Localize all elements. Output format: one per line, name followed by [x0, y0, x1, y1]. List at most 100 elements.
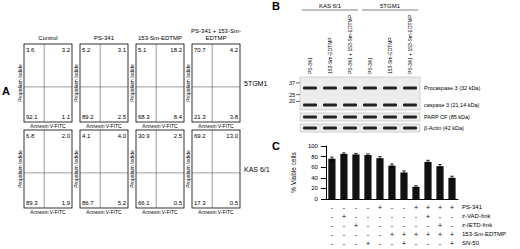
svg-text:caspase 3 (21,14 kDa): caspase 3 (21,14 kDa) [424, 102, 480, 108]
svg-text:Propidium Iodide: Propidium Iodide [129, 150, 135, 188]
svg-text:Annexin V-FITC: Annexin V-FITC [30, 209, 66, 215]
svg-text:-: - [379, 213, 382, 220]
svg-text:KAS 6/1: KAS 6/1 [244, 166, 270, 173]
svg-text:153-Sm-EDTMP: 153-Sm-EDTMP [327, 37, 333, 74]
svg-text:-: - [451, 222, 454, 229]
svg-text:-: - [439, 213, 442, 220]
svg-text:KAS 6/1: KAS 6/1 [319, 3, 342, 9]
svg-text:0.5: 0.5 [230, 200, 239, 206]
svg-text:3.2: 3.2 [62, 47, 71, 53]
svg-text:-: - [355, 240, 358, 247]
svg-text:Annexin V-FITC: Annexin V-FITC [142, 123, 178, 129]
svg-text:2.5: 2.5 [118, 114, 127, 120]
svg-text:1.9: 1.9 [62, 200, 71, 206]
svg-text:+: + [438, 222, 442, 229]
svg-text:% Viable cells: % Viable cells [290, 152, 297, 193]
svg-text:Propidium Iodide: Propidium Iodide [73, 150, 79, 188]
svg-text:-: - [355, 204, 358, 211]
svg-text:+: + [354, 222, 358, 229]
svg-text:100: 100 [308, 143, 319, 149]
svg-text:+: + [366, 240, 370, 247]
svg-text:Annexin V-FITC: Annexin V-FITC [86, 123, 122, 129]
svg-text:-: - [391, 213, 394, 220]
svg-text:86.7: 86.7 [82, 200, 94, 206]
svg-text:5.2: 5.2 [82, 47, 91, 53]
svg-text:-: - [355, 231, 358, 238]
svg-text:8.4: 8.4 [174, 114, 183, 120]
svg-text:-: - [391, 240, 394, 247]
svg-text:13.0: 13.0 [226, 133, 238, 139]
svg-text:PS-341 + 153-Sm-EDTMP: PS-341 + 153-Sm-EDTMP [347, 14, 353, 74]
svg-text:80: 80 [311, 154, 318, 160]
svg-text:PS-341: PS-341 [367, 57, 373, 74]
svg-text:Propidium Iodide: Propidium Iodide [185, 64, 191, 102]
svg-text:+: + [390, 231, 394, 238]
svg-text:-: - [403, 213, 406, 220]
svg-text:+: + [450, 204, 454, 211]
svg-text:Annexin V-FITC: Annexin V-FITC [30, 123, 66, 129]
svg-text:89.3: 89.3 [26, 200, 38, 206]
svg-text:+: + [342, 213, 346, 220]
svg-text:PARP CF (85 kDa): PARP CF (85 kDa) [424, 114, 470, 120]
svg-text:-: - [379, 240, 382, 247]
svg-text:153-Sm-EDTMP: 153-Sm-EDTMP [387, 37, 393, 74]
svg-text:25: 25 [289, 92, 295, 98]
svg-text:3.8: 3.8 [230, 114, 239, 120]
svg-text:+: + [450, 240, 454, 247]
svg-text:-: - [343, 204, 346, 211]
svg-text:69.2: 69.2 [194, 133, 206, 139]
svg-text:Annexin V-FITC: Annexin V-FITC [142, 209, 178, 215]
svg-text:30.9: 30.9 [138, 133, 150, 139]
svg-text:-: - [439, 240, 442, 247]
svg-text:+: + [438, 204, 442, 211]
svg-text:-: - [415, 222, 418, 229]
svg-text:-: - [379, 231, 382, 238]
svg-text:2.0: 2.0 [62, 133, 71, 139]
svg-text:+: + [426, 231, 430, 238]
svg-text:-: - [331, 222, 334, 229]
svg-text:68.3: 68.3 [138, 114, 150, 120]
svg-text:-: - [391, 222, 394, 229]
svg-text:+: + [414, 204, 418, 211]
svg-text:-: - [403, 222, 406, 229]
svg-text:+: + [438, 231, 442, 238]
svg-text:-: - [403, 204, 406, 211]
svg-text:-: - [331, 240, 334, 247]
svg-text:4.0: 4.0 [118, 133, 127, 139]
svg-text:A: A [2, 85, 10, 97]
svg-text:-: - [331, 231, 334, 238]
svg-text:0.5: 0.5 [174, 200, 183, 206]
svg-text:Annexin V-FITC: Annexin V-FITC [86, 209, 122, 215]
svg-text:-: - [367, 231, 370, 238]
svg-text:3.6: 3.6 [26, 47, 35, 53]
svg-text:20: 20 [289, 98, 295, 104]
svg-text:20: 20 [311, 185, 318, 191]
svg-text:+: + [378, 204, 382, 211]
svg-text:37: 37 [289, 80, 295, 86]
svg-text:-: - [379, 222, 382, 229]
svg-text:21.3: 21.3 [194, 114, 206, 120]
svg-text:β-Actin (42 kDa): β-Actin (42 kDa) [424, 125, 464, 131]
svg-text:17.3: 17.3 [194, 200, 206, 206]
svg-text:+: + [402, 240, 406, 247]
svg-text:PS-341: PS-341 [462, 204, 483, 210]
svg-text:Propidium Iodide: Propidium Iodide [185, 150, 191, 188]
svg-text:2.5: 2.5 [174, 133, 183, 139]
svg-text:Propidium Iodide: Propidium Iodide [73, 64, 79, 102]
svg-text:-: - [415, 213, 418, 220]
svg-text:PS-341: PS-341 [307, 57, 313, 74]
svg-text:5.2: 5.2 [118, 200, 127, 206]
svg-text:18.2: 18.2 [170, 47, 182, 53]
svg-text:-: - [427, 222, 430, 229]
svg-text:60: 60 [311, 164, 318, 170]
svg-text:-: - [427, 240, 430, 247]
svg-text:Propidium Iodide: Propidium Iodide [17, 150, 23, 188]
svg-text:+: + [426, 204, 430, 211]
svg-text:40: 40 [311, 175, 318, 181]
svg-text:4.1: 4.1 [82, 133, 91, 139]
svg-text:3.1: 3.1 [118, 47, 127, 53]
svg-text:PS-341 + 153-Sm-EDTMP: PS-341 + 153-Sm-EDTMP [407, 14, 413, 74]
svg-text:-: - [331, 204, 334, 211]
svg-text:C: C [272, 140, 280, 152]
svg-text:5.1: 5.1 [138, 47, 147, 53]
